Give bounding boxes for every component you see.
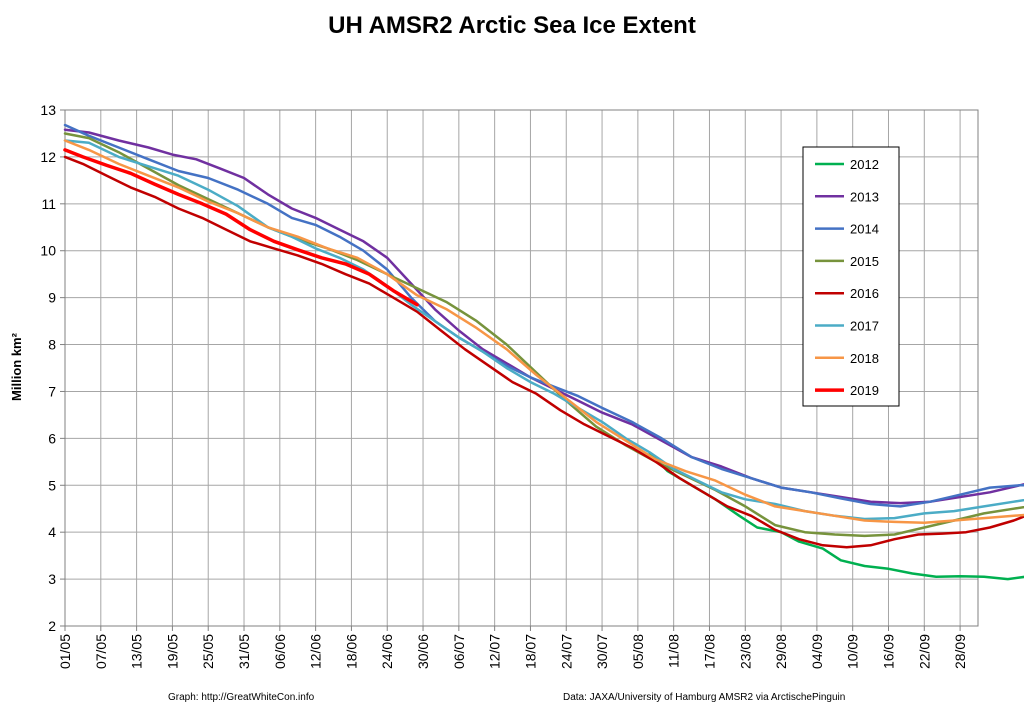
y-tick-label: 4 [48,524,56,540]
x-tick-label: 28/09 [952,634,968,669]
data-credit: Data: JAXA/University of Hamburg AMSR2 v… [563,692,845,703]
plot-area-border [64,109,979,627]
x-tick-label: 31/05 [236,634,252,669]
legend: 2012 2013 2014 2015 2016 2017 2018 2019 [802,146,900,407]
legend-label-2014: 2014 [850,222,879,237]
x-tick-label: 18/06 [343,634,359,669]
y-tick-label: 9 [48,290,56,306]
series-line-2012 [648,452,1024,581]
x-tick-label: 06/06 [272,634,288,669]
y-axis-label: Million km² [9,332,24,401]
legend-label-2016: 2016 [850,286,879,301]
x-tick-label: 05/08 [630,634,646,669]
y-tick-label: 5 [48,477,56,493]
x-tick-label: 16/09 [880,634,896,669]
x-tick-label: 18/07 [522,634,538,669]
y-tick-label: 6 [48,430,56,446]
series-line-2019 [63,148,419,307]
x-tick-label: 06/07 [451,634,467,669]
legend-label-2015: 2015 [850,254,879,269]
y-tick-label: 10 [40,243,56,259]
x-tick-label: 12/07 [487,634,503,669]
x-tick-label: 01/05 [57,634,73,669]
x-tick-label: 13/05 [129,634,145,669]
legend-label-2019: 2019 [850,383,879,398]
x-tick-label: 07/05 [93,634,109,669]
chart-title: UH AMSR2 Arctic Sea Ice Extent [328,12,696,39]
x-axis-ticks: 01/05 07/05 13/05 19/05 25/05 31/05 06/06 12/06… [57,626,968,669]
y-axis-ticks: 2 3 4 5 6 7 8 9 10 11 12 13 [40,102,65,634]
y-tick-label: 11 [41,196,56,212]
y-tick-label: 3 [48,571,56,587]
x-tick-label: 17/08 [701,634,717,669]
series-line-2018 [63,139,1024,525]
y-tick-label: 2 [48,618,56,634]
series-line-2017 [63,139,1024,521]
x-tick-label: 29/08 [773,634,789,669]
graph-credit: Graph: http://GreatWhiteCon.info [168,692,315,703]
legend-label-2012: 2012 [850,157,879,172]
x-tick-label: 11/08 [666,634,682,668]
series-line-2014 [63,123,1024,508]
y-tick-label: 7 [48,383,56,399]
x-tick-label: 04/09 [809,634,825,669]
x-tick-label: 22/09 [916,634,932,669]
x-tick-label: 24/06 [379,634,395,669]
x-tick-label: 23/08 [737,634,753,669]
y-tick-label: 8 [48,337,56,353]
y-tick-label: 13 [40,102,56,118]
x-tick-label: 30/07 [594,634,610,669]
y-tick-label: 12 [40,149,56,165]
legend-label-2013: 2013 [850,189,879,204]
x-tick-label: 30/06 [415,634,431,669]
x-tick-label: 10/09 [845,634,861,669]
x-tick-label: 12/06 [308,634,324,669]
legend-label-2018: 2018 [850,351,879,366]
x-tick-label: 25/05 [200,634,216,669]
legend-label-2017: 2017 [850,319,879,334]
x-tick-label: 24/07 [558,634,574,669]
series-lines [63,123,1024,581]
legend-box [802,146,900,407]
x-tick-label: 19/05 [164,634,180,669]
series-line-2016 [63,155,1024,549]
